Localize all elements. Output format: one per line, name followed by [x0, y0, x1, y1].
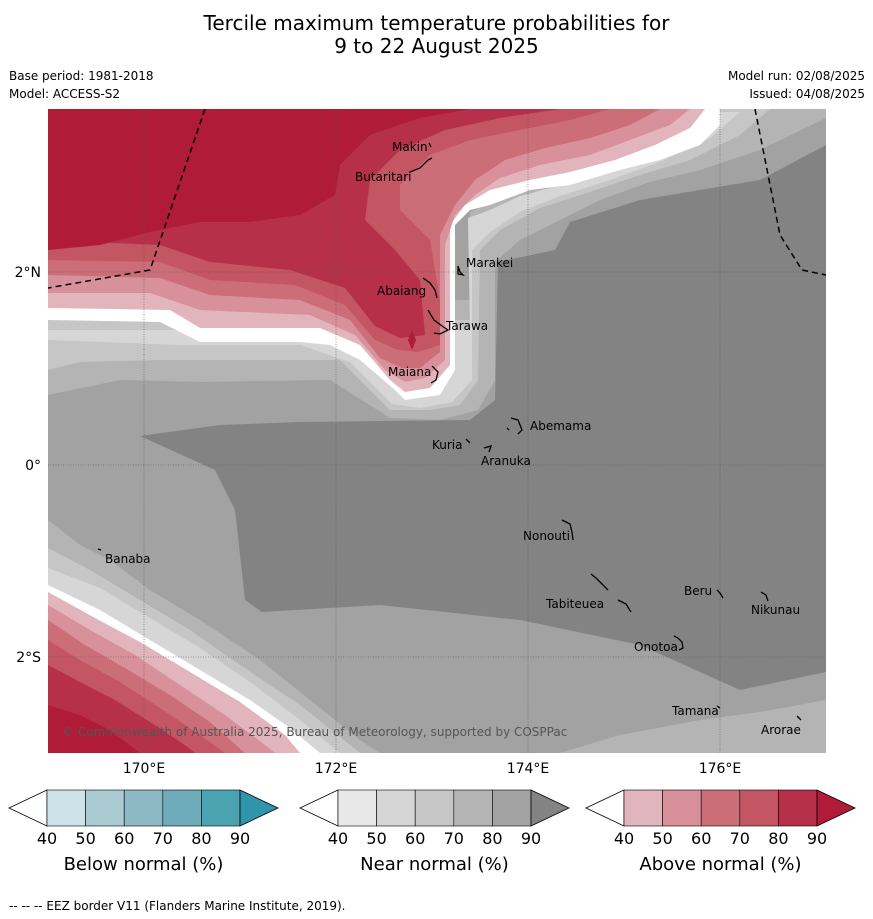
above-normal-colorbar-label: Above normal (%)	[639, 854, 801, 875]
below-normal-colorbar-cell	[46, 789, 86, 827]
label-aranuka: Aranuka	[481, 454, 531, 468]
near-normal-60-se	[560, 700, 826, 753]
title-line-2: 9 to 22 August 2025	[334, 34, 539, 58]
above-normal-colorbar-cell	[662, 789, 702, 827]
near-normal-colorbar-label: Near normal (%)	[360, 854, 509, 875]
near-normal-colorbar-tick: 60	[405, 829, 425, 848]
near-normal-colorbar-cell	[453, 789, 493, 827]
below-normal-colorbar-cell	[85, 789, 125, 827]
near-normal-colorbar-tick: 90	[521, 829, 541, 848]
label-abaiang: Abaiang	[377, 284, 426, 298]
lat-label-2n: 2°N	[15, 265, 41, 281]
above-normal-colorbar-tick: 50	[652, 829, 672, 848]
label-arorae: Arorae	[761, 723, 801, 737]
above-normal-colorbar-tick: 60	[691, 829, 711, 848]
above-normal-colorbar-cell	[700, 789, 741, 827]
above-normal-colorbar: 40 50 60 70 80 90 Above normal (%)	[585, 789, 856, 875]
base-period: Base period: 1981-2018	[9, 69, 154, 83]
island-outlines	[97, 142, 802, 721]
above-normal-colorbar-low-extend	[585, 789, 625, 827]
near-normal-colorbar-tick: 80	[482, 829, 502, 848]
eez-borders	[48, 109, 826, 289]
above-normal-colorbar-cell	[739, 789, 779, 827]
chart-title: Tercile maximum temperature probabilitie…	[0, 12, 873, 58]
lat-label-2s: 2°S	[16, 650, 41, 666]
meta-left: Base period: 1981-2018 Model: ACCESS-S2	[9, 67, 154, 103]
lon-label-176e: 176°E	[699, 761, 742, 777]
model-run: Model run: 02/08/2025	[727, 69, 865, 83]
below-normal-colorbar-high-extend	[239, 789, 279, 827]
near-normal-colorbar-tick: 70	[444, 829, 464, 848]
below-normal-colorbar-cell	[162, 789, 202, 827]
label-abemama: Abemama	[530, 419, 591, 433]
lat-label-0: 0°	[25, 458, 41, 474]
near-normal-colorbar-cell	[492, 789, 532, 827]
above-normal-colorbar-tick: 90	[807, 829, 827, 848]
above-normal-colorbar-tick: 70	[730, 829, 750, 848]
colorbars: 40 50 60 70 80 90 Below normal (%) 40 50 60 70 80 90…	[8, 789, 856, 875]
near-normal-colorbar-cell	[414, 789, 455, 827]
label-tarawa: Tarawa	[445, 319, 488, 333]
label-butaritari: Butaritari	[355, 170, 412, 184]
below-normal-colorbar-tick: 90	[230, 829, 250, 848]
lat-axis-labels: 2°N 0° 2°S	[15, 265, 42, 666]
below-normal-colorbar-low-extend	[8, 789, 48, 827]
near-normal-colorbar-tick: 50	[366, 829, 386, 848]
map-fill: Makin Butaritari Marakei Abaiang Tarawa …	[48, 109, 826, 753]
label-tabiteuea: Tabiteuea	[545, 597, 604, 611]
below-normal-colorbar-tick: 80	[191, 829, 211, 848]
meta-right: Model run: 02/08/2025 Issued: 04/08/2025	[728, 67, 865, 103]
label-nikunau: Nikunau	[751, 603, 800, 617]
below-normal-colorbar-tick: 70	[153, 829, 173, 848]
label-kuria: Kuria	[432, 438, 463, 452]
gridlines	[48, 109, 826, 753]
above-normal-colorbar-tick: 80	[768, 829, 788, 848]
below-normal-colorbar-tick: 60	[114, 829, 134, 848]
above-normal-colorbar-high-extend	[816, 789, 856, 827]
near-normal-90-region	[140, 145, 826, 690]
above-normal-colorbar-cell	[778, 789, 818, 827]
below-normal-colorbar-tick: 40	[37, 829, 57, 848]
lon-axis-labels: 170°E 172°E 174°E 176°E	[123, 761, 742, 777]
near-normal-colorbar-low-extend	[299, 789, 339, 827]
below-normal-colorbar: 40 50 60 70 80 90 Below normal (%)	[8, 789, 279, 875]
near-normal-colorbar: 40 50 60 70 80 90 Near normal (%)	[299, 789, 570, 875]
label-onotoa: Onotoa	[634, 640, 678, 654]
issued-date: Issued: 04/08/2025	[749, 87, 865, 101]
lon-label-172e: 172°E	[315, 761, 358, 777]
above-normal-90-region	[48, 109, 470, 250]
below-normal-colorbar-label: Below normal (%)	[64, 854, 224, 875]
near-normal-colorbar-cell	[376, 789, 416, 827]
lon-label-174e: 174°E	[507, 761, 550, 777]
label-maiana: Maiana	[388, 365, 431, 379]
label-nonouti: Nonouti	[523, 529, 570, 543]
below-normal-colorbar-tick: 50	[75, 829, 95, 848]
label-marakei: Marakei	[466, 256, 513, 270]
label-beru: Beru	[684, 584, 712, 598]
near-normal-colorbar-high-extend	[530, 789, 570, 827]
label-banaba: Banaba	[105, 552, 151, 566]
near-normal-colorbar-tick: 40	[328, 829, 348, 848]
label-tamana: Tamana	[671, 704, 719, 718]
copyright-notice: © Commonwealth of Australia 2025, Bureau…	[62, 725, 567, 739]
above-normal-sw-90	[48, 705, 140, 753]
below-normal-colorbar-cell	[201, 789, 241, 827]
title-line-1: Tercile maximum temperature probabilitie…	[203, 11, 670, 35]
above-normal-colorbar-cell	[623, 789, 663, 827]
model-name: Model: ACCESS-S2	[9, 87, 121, 101]
footer-note: -- -- -- EEZ border V11 (Flanders Marine…	[9, 899, 346, 913]
below-normal-colorbar-cell	[123, 789, 164, 827]
lon-label-170e: 170°E	[123, 761, 166, 777]
near-normal-colorbar-cell	[337, 789, 377, 827]
above-normal-colorbar-tick: 40	[614, 829, 634, 848]
place-labels: Makin Butaritari Marakei Abaiang Tarawa …	[105, 140, 801, 737]
tarawa-lagoon-marker	[408, 330, 416, 350]
label-makin: Makin	[392, 140, 428, 154]
